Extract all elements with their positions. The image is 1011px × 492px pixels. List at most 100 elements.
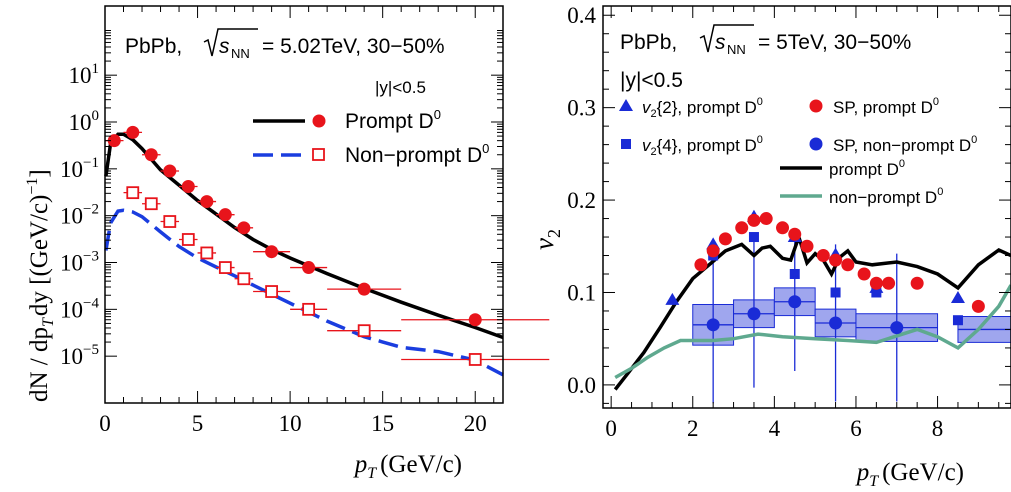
svg-text:NN: NN [231, 46, 250, 61]
left-curve-non-prompt-model [104, 208, 504, 377]
right-plot-area [613, 209, 1011, 404]
right-point-sp-prompt [910, 276, 924, 290]
right-point-sp-nonprompt [829, 316, 843, 330]
right-ytick-label: 0.0 [567, 373, 596, 398]
left-xtick-label: 0 [99, 411, 111, 436]
right-axis-ticks: 0 2 4 6 8 0.0 0.1 0.2 0.3 0.4 [567, 3, 1011, 441]
left-point-nonprompt [126, 186, 140, 200]
left-point-nonprompt [163, 215, 177, 228]
legend-label-nonprompt: Non−prompt D0 [345, 141, 489, 167]
right-title-energy: = 5TeV, 30−50% [758, 31, 911, 54]
left-title-sqrt: s NN [203, 28, 258, 61]
svg-text:s: s [715, 31, 726, 54]
right-ytick-label: 0.1 [567, 280, 596, 305]
right-ytick-label: 0.4 [567, 3, 596, 28]
left-point-prompt [181, 179, 195, 193]
legend-marker-circle [809, 99, 823, 113]
right-point-sp-prompt [841, 258, 855, 272]
left-point-prompt [302, 261, 316, 275]
right-point-v2-4 [871, 287, 882, 298]
legend-label: SP, prompt D0 [833, 96, 939, 117]
left-ytick-label: 101 [69, 61, 100, 88]
left-title-collision: PbPb, [125, 35, 182, 58]
right-xtick-label: 0 [605, 416, 617, 441]
left-point-prompt [144, 148, 158, 162]
legend-marker-v2-4 [621, 139, 631, 149]
right-ytick-label: 0.3 [567, 96, 596, 121]
right-point-v2-4 [830, 287, 841, 298]
legend-label: non−prompt D0 [829, 186, 943, 207]
left-point-nonprompt [265, 285, 279, 298]
right-xtick-label: 6 [850, 416, 862, 441]
right-point-sp-nonprompt [890, 321, 904, 335]
left-point-prompt [163, 164, 177, 178]
legend-marker-v2-2 [619, 99, 633, 111]
left-point-nonprompt [181, 233, 195, 246]
legend-label-prompt: Prompt D0 [345, 107, 441, 133]
right-point-v2-2 [950, 291, 965, 304]
right-point-sp-prompt [882, 276, 896, 290]
left-ytick-label: 10−2 [60, 202, 99, 229]
legend-label: prompt D0 [829, 158, 905, 179]
left-point-prompt [265, 245, 279, 259]
left-ylabel: dN / dpTdy [(GeV/c)−1] [24, 169, 57, 402]
left-point-prompt [468, 313, 482, 327]
right-point-sp-prompt [788, 227, 802, 241]
left-point-nonprompt [144, 197, 158, 211]
right-point-sp-prompt [800, 239, 814, 253]
right-point-sp-nonprompt [747, 307, 761, 321]
right-point-v2-4 [748, 232, 759, 243]
left-point-prompt [107, 134, 121, 148]
right-point-v2-4 [789, 269, 800, 279]
right-point-sp-prompt [759, 212, 773, 226]
legend-label: v2{2}, prompt D0 [642, 96, 763, 120]
legend-label: SP, non−prompt D0 [833, 134, 977, 155]
right-xlabel: pT (GeV/c) [855, 459, 964, 490]
left-xtick-label: 15 [371, 411, 394, 436]
svg-text:NN: NN [727, 42, 746, 57]
right-xtick-label: 2 [687, 416, 699, 441]
right-ylabel: v2 [529, 229, 564, 250]
right-point-sp-nonprompt [788, 295, 802, 309]
right-point-sp-prompt [694, 258, 708, 272]
right-legend: v2{2}, prompt D0 SP, prompt D0 v2{4}, prom… [619, 96, 977, 207]
right-point-sp-prompt [735, 221, 749, 235]
right-point-sp-prompt [971, 299, 985, 313]
right-xtick-label: 8 [932, 416, 944, 441]
left-xtick-label: 5 [192, 411, 204, 436]
right-point-sp-prompt [747, 213, 761, 227]
left-title-energy: = 5.02TeV, 30−50% [262, 35, 445, 58]
left-legend: Prompt D0 Non−prompt D0 [253, 107, 489, 167]
left-xtick-label: 10 [279, 411, 302, 436]
right-title-sqrt: s NN [699, 24, 754, 57]
right-point-v2-4 [952, 315, 963, 326]
right-point-sp-prompt [718, 232, 732, 246]
left-point-prompt [237, 221, 251, 235]
left-frame [104, 5, 504, 404]
left-xtick-label: 20 [464, 411, 487, 436]
left-point-prompt [218, 208, 232, 222]
right-panel: 0 2 4 6 8 0.0 0.1 0.2 0.3 0.4 PbPb, s NN = 5TeV, … [529, 3, 1011, 490]
right-point-sp-prompt [776, 221, 790, 235]
left-point-prompt [200, 195, 214, 209]
legend-label: v2{4}, prompt D0 [642, 134, 763, 158]
left-point-nonprompt [218, 261, 232, 274]
left-point-nonprompt [302, 302, 316, 316]
left-rapidity-cut: |y|<0.5 [375, 78, 426, 97]
left-ytick-label: 100 [69, 108, 100, 135]
right-point-sp-prompt [857, 267, 871, 281]
left-point-prompt [357, 282, 371, 296]
right-point-sp-prompt [829, 253, 843, 267]
left-ytick-label: 10−1 [60, 155, 99, 182]
left-panel: 0 5 10 15 20 10−5 10−4 10−3 10−2 10−1 100 101 PbPb,… [24, 5, 550, 482]
left-point-prompt [126, 125, 140, 139]
right-curve-non-prompt-model [614, 284, 1011, 380]
right-point-sp-prompt [706, 244, 720, 258]
svg-text:s: s [219, 35, 230, 58]
right-frame [602, 5, 1011, 409]
legend-marker-prompt [312, 114, 326, 128]
right-title-collision: PbPb, [620, 31, 677, 54]
right-point-sp-prompt [869, 276, 883, 290]
right-rapidity-cut: |y|<0.5 [620, 69, 683, 92]
